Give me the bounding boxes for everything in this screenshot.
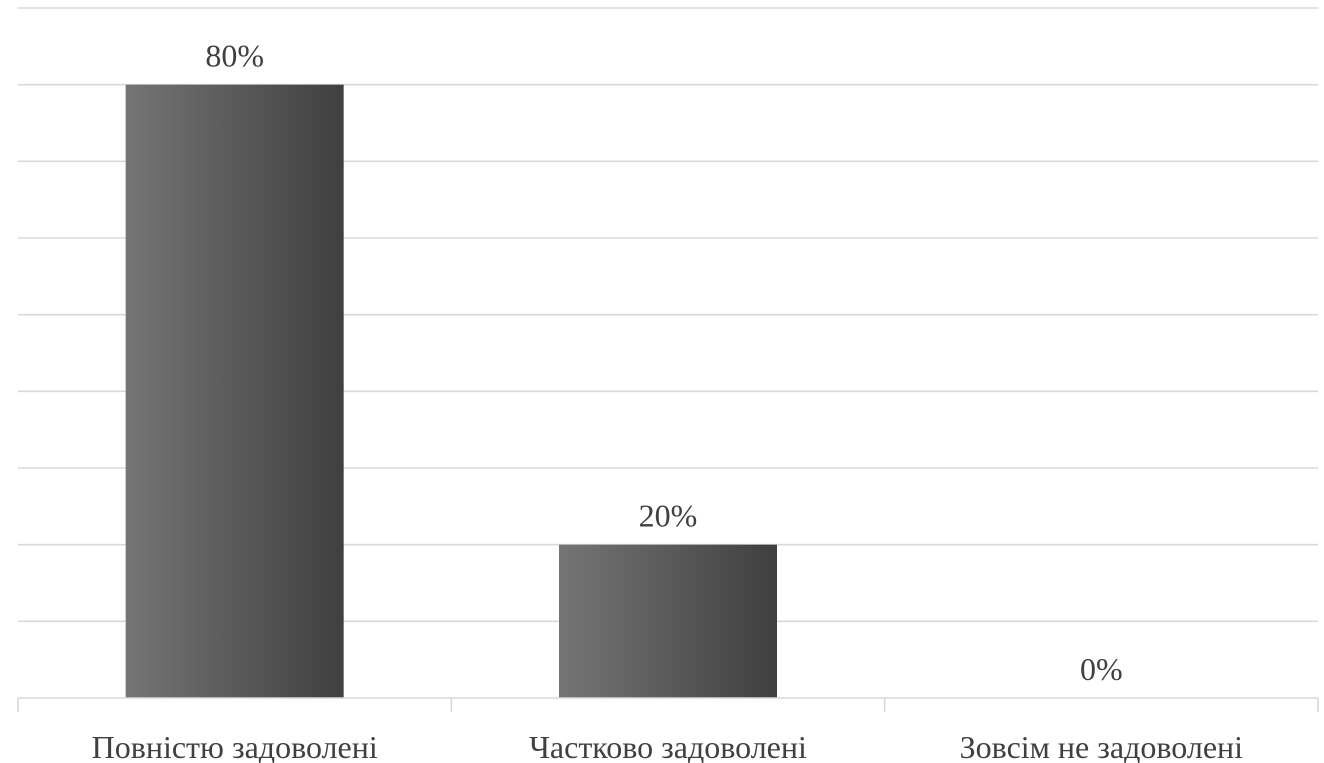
category-labels: Повністю задоволені Частково задоволені Зо… — [92, 729, 1244, 763]
category-label: Зовсім не задоволені — [960, 729, 1244, 763]
bar — [559, 544, 777, 698]
bars — [125, 84, 777, 698]
x-axis — [17, 697, 1319, 712]
data-label: 0% — [1080, 651, 1123, 687]
bar — [125, 84, 344, 698]
category-label: Повністю задоволені — [92, 729, 378, 763]
data-label: 80% — [205, 38, 264, 74]
category-label: Частково задоволені — [529, 729, 807, 763]
data-labels: 80% 20% 0% — [205, 38, 1122, 687]
data-label: 20% — [639, 498, 698, 534]
